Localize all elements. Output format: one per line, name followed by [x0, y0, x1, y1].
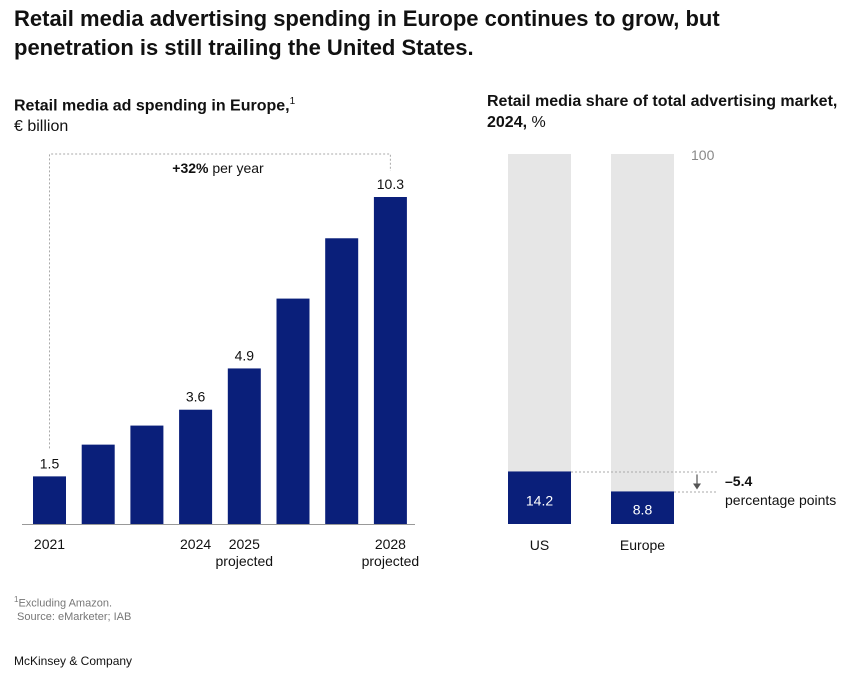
difference-label: percentage points: [725, 492, 836, 508]
footnote: 1Excluding Amazon. Source: eMarketer; IA…: [14, 593, 131, 624]
tick-label-2028: 2028: [375, 536, 406, 552]
growth-value: +32%: [172, 160, 209, 176]
data-label-2028: 10.3: [377, 176, 404, 192]
right-chart-title-text: Retail media share of total advertising …: [487, 93, 838, 131]
data-label-2025: 4.9: [235, 347, 255, 363]
bar-Europe: [611, 491, 674, 524]
right-chart-title: Retail media share of total advertising …: [487, 91, 847, 133]
bar-2027: [325, 238, 359, 524]
bar-2026: [276, 298, 310, 524]
bar-2024: [179, 409, 213, 524]
growth-annotation: +32% per year: [172, 160, 264, 176]
left-chart-unit: € billion: [14, 118, 69, 136]
tick-sublabel-2028: projected: [362, 553, 420, 569]
footnote-text: Excluding Amazon.: [18, 597, 113, 610]
difference-value: –5.4: [725, 473, 752, 489]
tick-label-US: US: [530, 537, 549, 553]
data-label-US: 14.2: [526, 492, 553, 508]
footnote-sup: 1: [14, 595, 19, 604]
data-label-2024: 3.6: [186, 389, 206, 405]
page-title: Retail media advertising spending in Eur…: [14, 6, 720, 60]
max-label: 100: [691, 147, 715, 163]
bar-2023: [130, 425, 164, 524]
tick-label-2025: 2025: [229, 536, 260, 552]
footnote-marker: 1: [289, 96, 296, 107]
tick-label-2021: 2021: [34, 536, 65, 552]
left-chart-title: Retail media ad spending in Europe,1 € b…: [14, 91, 295, 137]
difference-arrow-head: [693, 483, 701, 490]
growth-bracket: [49, 153, 391, 449]
tick-label-2024: 2024: [180, 536, 211, 552]
bar-2022: [81, 444, 115, 524]
track-Europe: [611, 154, 674, 524]
bar-US: [508, 471, 571, 524]
brand-logo: McKinsey & Company: [14, 654, 133, 668]
data-label-Europe: 8.8: [633, 501, 653, 517]
left-chart-title-text: Retail media ad spending in Europe,: [14, 97, 290, 115]
bar-2021: [33, 476, 66, 524]
tick-label-Europe: Europe: [620, 537, 665, 553]
bar-2028: [373, 197, 407, 524]
growth-text: per year: [208, 160, 264, 176]
track-US: [508, 154, 571, 524]
right-chart-unit: %: [531, 114, 546, 131]
tick-sublabel-2025: projected: [216, 553, 274, 569]
source-text: Source: eMarketer; IAB: [17, 610, 132, 623]
data-label-2021: 1.5: [40, 455, 60, 471]
bar-2025: [227, 368, 261, 524]
